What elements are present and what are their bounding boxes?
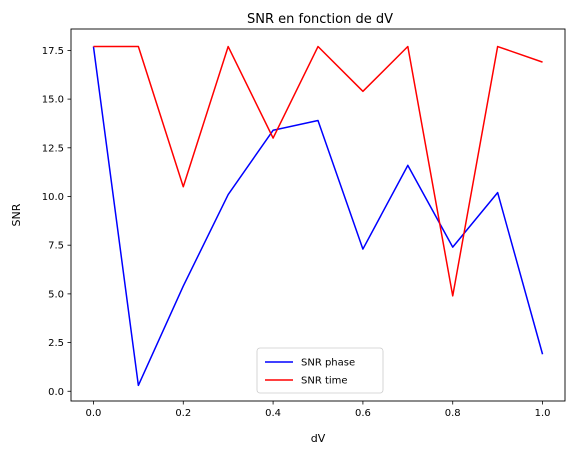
chart-title: SNR en fonction de dV xyxy=(247,12,393,27)
plot-frame xyxy=(70,28,566,402)
y-tick-label: 7.5 xyxy=(48,241,64,252)
y-tick-label: 12.5 xyxy=(42,143,64,154)
legend: SNR phase SNR time xyxy=(256,347,384,394)
x-tick-label: 1.0 xyxy=(535,408,551,419)
x-tick-label: 0.8 xyxy=(445,408,461,419)
series-line-2 xyxy=(93,45,543,297)
y-tick-label: 2.5 xyxy=(48,338,64,349)
y-tick-label: 5.0 xyxy=(48,289,64,300)
x-axis: 0.0 0.2 0.4 0.6 0.8 1.0 xyxy=(86,401,551,419)
y-tick-label: 0.0 xyxy=(48,387,64,398)
y-axis: 0.0 2.5 5.0 7.5 10.0 12.5 15.0 17.5 xyxy=(42,46,71,398)
x-axis-label: dV xyxy=(311,432,326,445)
y-tick-label: 15.0 xyxy=(42,95,64,106)
y-tick-label: 17.5 xyxy=(42,46,64,57)
x-tick-label: 0.2 xyxy=(175,408,191,419)
x-tick-label: 0.0 xyxy=(86,408,102,419)
x-tick-label: 0.4 xyxy=(265,408,281,419)
series-line-1 xyxy=(92,46,544,387)
legend-box xyxy=(256,347,384,394)
legend-entry: SNR phase xyxy=(301,358,355,369)
plot-lines xyxy=(92,45,544,387)
legend-entry: SNR time xyxy=(301,376,348,387)
y-axis-label: SNR xyxy=(10,203,23,226)
y-tick-label: 10.0 xyxy=(42,192,64,203)
x-tick-label: 0.6 xyxy=(355,408,371,419)
